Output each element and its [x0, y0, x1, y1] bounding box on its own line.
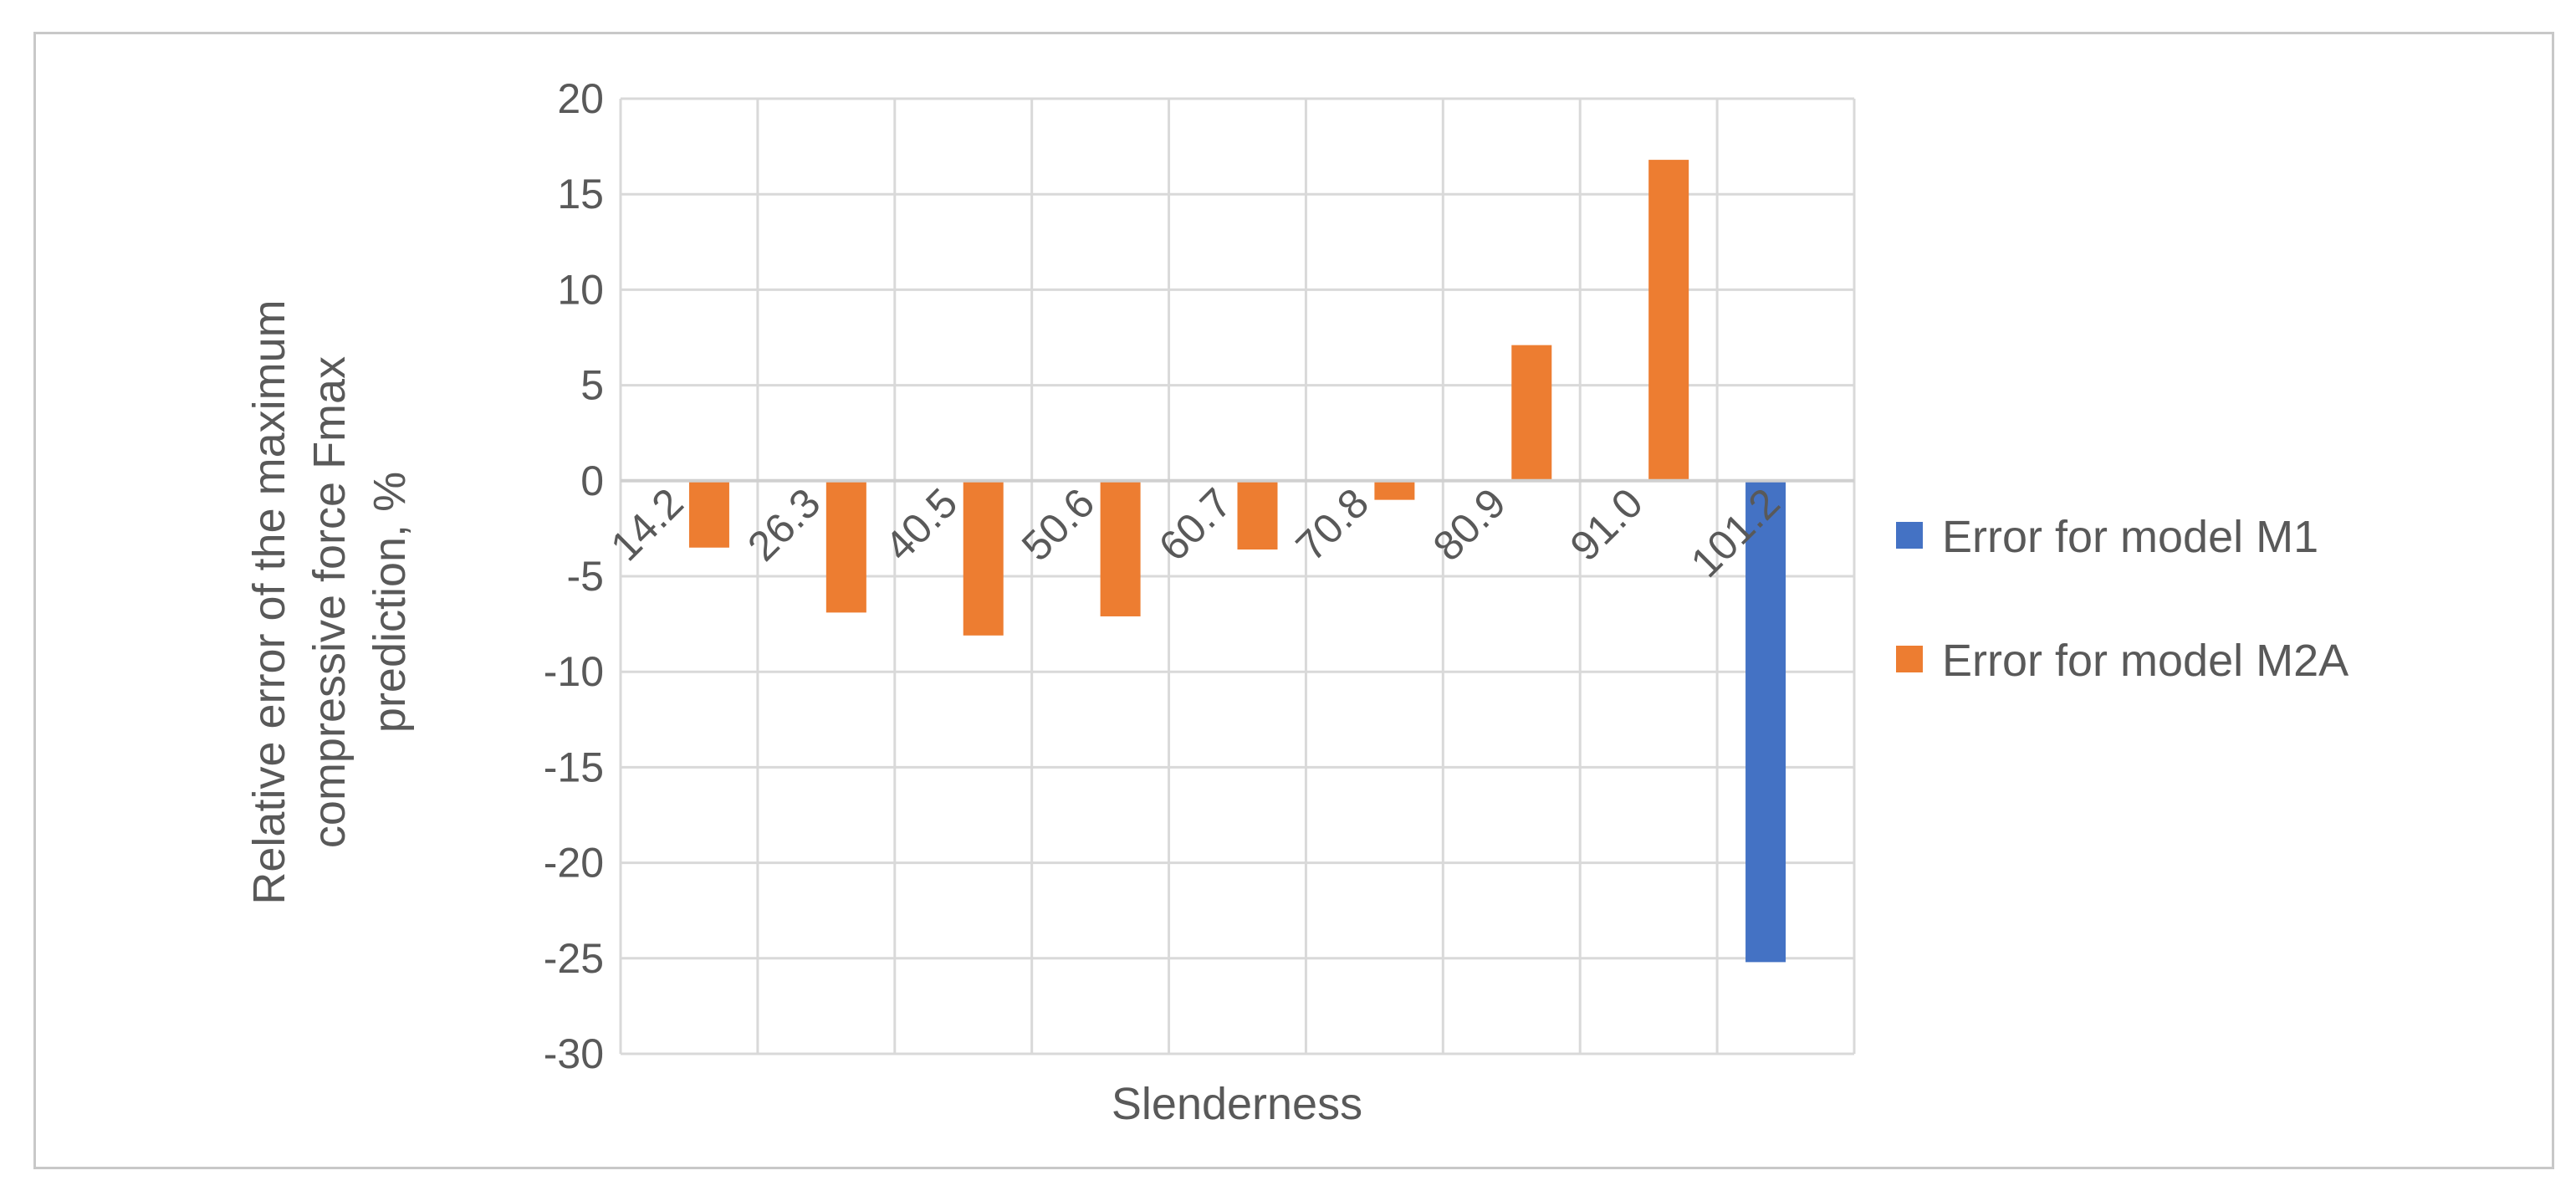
x-tick-label: 70.8 — [1287, 479, 1377, 570]
y-tick-label: 15 — [557, 171, 604, 217]
legend-label-m1: Error for model M1 — [1942, 512, 2318, 562]
x-tick-label: 91.0 — [1561, 479, 1652, 570]
y-tick-label: 5 — [580, 362, 604, 409]
legend-swatch-m2a — [1896, 646, 1923, 672]
bar-m2a — [825, 480, 866, 613]
bar-m2a — [1100, 480, 1141, 616]
x-tick-label: 14.2 — [601, 479, 692, 570]
bars — [688, 160, 1786, 963]
y-tick-label: -5 — [567, 553, 604, 600]
chart-frame — [33, 32, 2554, 1169]
y-tick-label: 0 — [580, 457, 604, 504]
bar-m2a — [1648, 160, 1689, 481]
x-tick-labels: 14.2 26.3 40.5 50.6 60.7 70.8 80.9 91.0 101.2 — [601, 479, 1789, 586]
bar-m2a — [1237, 480, 1278, 550]
y-axis-title-line-3: prediction, % — [365, 472, 415, 733]
legend-label-m2a: Error for model M2A — [1942, 636, 2349, 686]
y-tick-labels: 20 15 10 5 0 -5 -10 -15 -20 -25 -30 — [544, 75, 604, 1077]
bar-m2a — [688, 480, 729, 548]
bar-m1 — [1745, 480, 1786, 963]
x-tick-label: 60.7 — [1150, 479, 1240, 570]
y-tick-label: -30 — [544, 1030, 604, 1077]
x-tick-label: 50.6 — [1013, 479, 1103, 570]
x-axis-title: Slenderness — [1112, 1079, 1362, 1129]
y-axis-title: Relative error of the maximum compressiv… — [244, 299, 415, 904]
grid-lines — [619, 97, 1856, 1055]
bar-m2a — [963, 480, 1004, 636]
bar-m2a — [1374, 480, 1415, 500]
y-axis-title-line-1: Relative error of the maximum — [244, 299, 294, 904]
legend: Error for model M1 Error for model M2A — [1896, 512, 2349, 686]
y-tick-label: 20 — [557, 75, 604, 122]
bar-m2a — [1511, 345, 1552, 481]
y-tick-label: -25 — [544, 935, 604, 982]
y-axis-title-line-2: compressive force Fmax — [304, 356, 355, 848]
x-tick-label: 26.3 — [739, 479, 829, 570]
y-tick-label: -10 — [544, 648, 604, 695]
legend-swatch-m1 — [1896, 522, 1923, 549]
x-tick-label: 80.9 — [1424, 479, 1515, 570]
x-tick-label: 40.5 — [876, 479, 966, 570]
y-tick-label: -20 — [544, 840, 604, 887]
y-tick-label: -15 — [544, 744, 604, 790]
y-tick-label: 10 — [557, 266, 604, 313]
